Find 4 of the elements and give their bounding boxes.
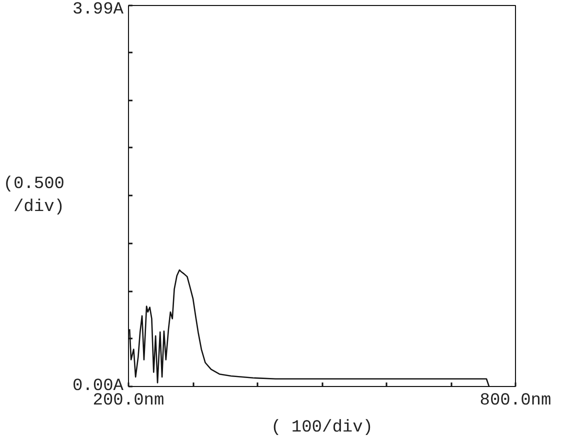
y-tick-label: 3.99A xyxy=(72,0,124,20)
y-axis-title: (0.500 /div) xyxy=(3,175,64,217)
x-tick-label: 800.0nm xyxy=(480,392,552,410)
x-axis-title: ( 100/div) xyxy=(270,418,374,438)
